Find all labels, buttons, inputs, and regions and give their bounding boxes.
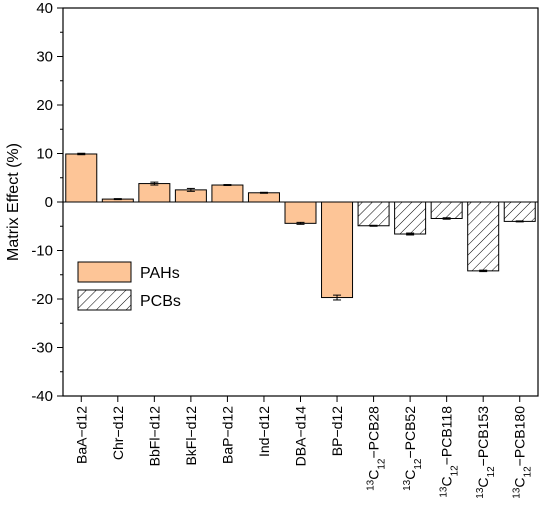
error-bar-pahs-1 — [113, 198, 122, 201]
x-tick-label: 13C12−PCB180 — [511, 406, 533, 499]
axes-layer: 40 30 20 10 0 -10 -20 -30 -40 BaA−d12 Chr−d12 BbFl−… — [31, 0, 539, 499]
x-tick-label: BkFl−d12 — [183, 406, 199, 466]
y-tick-label: 10 — [36, 146, 53, 163]
x-tick-label: 13C12−PCB52 — [402, 406, 424, 491]
bar-pcbs-12 — [503, 201, 536, 222]
legend-swatch — [77, 261, 132, 283]
y-axis-title: Matrix Effect (%) — [5, 143, 22, 261]
bars-layer — [65, 152, 536, 301]
x-tick-label: Chr−d12 — [110, 406, 126, 460]
x-tick-label: BbFl−d12 — [146, 406, 162, 467]
error-bar-pcbs-12 — [515, 220, 524, 223]
legend-label: PAHs — [140, 265, 180, 282]
bar-pcbs-10 — [430, 201, 463, 219]
y-tick-label: -30 — [31, 340, 53, 357]
legend-swatch — [77, 289, 132, 311]
x-tick-label: BP−d12 — [329, 406, 345, 456]
y-tick-label: 0 — [45, 194, 53, 211]
x-tick-label: Ind−d12 — [256, 406, 272, 457]
error-bar-pcbs-11 — [479, 269, 488, 273]
bar-pahs-0 — [65, 153, 98, 203]
error-bar-pahs-7 — [333, 294, 342, 301]
bar-pahs-5 — [247, 192, 280, 203]
legend-label: PCBs — [140, 293, 181, 310]
error-bar-pahs-4 — [223, 184, 232, 187]
bar-pcbs-8 — [357, 201, 390, 227]
x-tick-label: 13C12−PCB118 — [438, 406, 460, 498]
x-tick-label: BaA−d12 — [73, 406, 89, 464]
y-tick-label: -40 — [31, 388, 53, 405]
error-bar-pcbs-9 — [406, 232, 415, 236]
bar-pahs-4 — [211, 184, 244, 203]
legend: PAHs PCBs — [77, 261, 181, 311]
bar-pcbs-9 — [394, 201, 427, 235]
error-bar-pahs-5 — [259, 191, 268, 194]
bar-pahs-6 — [284, 201, 317, 224]
error-bar-pcbs-8 — [369, 224, 378, 227]
bar-pahs-2 — [138, 183, 171, 203]
y-tick-label: 40 — [36, 0, 53, 17]
y-tick-label: -10 — [31, 243, 53, 260]
x-tick-label: DBA−d14 — [293, 406, 309, 467]
error-bar-pcbs-10 — [442, 217, 451, 220]
bar-pahs-7 — [321, 201, 354, 299]
x-tick-label: 13C12−PCB153 — [475, 406, 497, 499]
error-bar-pahs-0 — [77, 152, 86, 156]
legend-item-pcbs: PCBs — [77, 289, 181, 311]
bar-pcbs-11 — [467, 201, 500, 272]
error-bar-pahs-6 — [296, 221, 305, 225]
x-tick-label: BaP−d12 — [219, 406, 235, 464]
y-tick-label: 20 — [36, 97, 53, 114]
y-tick-label: 30 — [36, 49, 53, 66]
error-bar-pahs-2 — [150, 181, 159, 186]
legend-item-pahs: PAHs — [77, 261, 180, 283]
x-tick-label: 13C12−PCB28 — [365, 406, 387, 491]
y-tick-label: -20 — [31, 291, 53, 308]
error-bar-pahs-3 — [186, 187, 195, 192]
